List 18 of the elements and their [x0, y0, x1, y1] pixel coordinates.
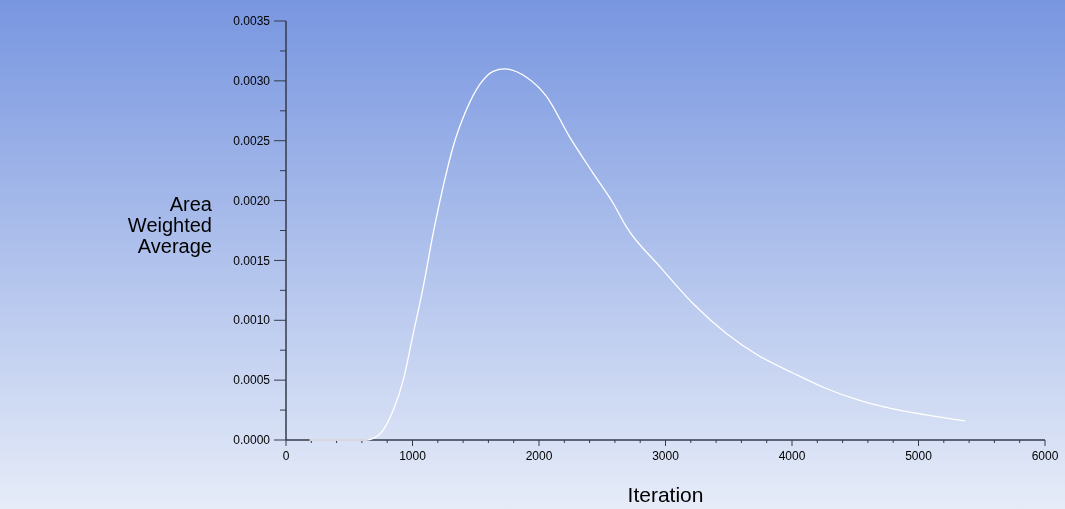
x-axis-title: Iteration	[627, 483, 704, 506]
y-tick-label: 0.0025	[233, 133, 271, 148]
x-tick-label: 6000	[1031, 449, 1059, 463]
x-tick-label: 5000	[905, 449, 933, 463]
y-tick-label: 0.0020	[233, 193, 271, 208]
y-tick-label: 0.0010	[233, 313, 271, 328]
x-tick-label: 3000	[652, 449, 680, 463]
x-tick-label: 4000	[778, 449, 806, 463]
y-tick-label: 0.0015	[233, 253, 271, 268]
x-tick-label: 2000	[525, 449, 553, 463]
line-series	[309, 68, 966, 441]
x-tick-label: 0	[282, 449, 290, 463]
y-tick-label: 0.0035	[233, 14, 271, 29]
y-tick-label: 0.0000	[233, 433, 271, 448]
y-tick-label: 0.0005	[233, 373, 271, 388]
x-tick-label: 1000	[399, 449, 427, 463]
y-axis-title: Area Weighted Average	[127, 192, 213, 257]
y-tick-label: 0.0030	[233, 74, 271, 89]
